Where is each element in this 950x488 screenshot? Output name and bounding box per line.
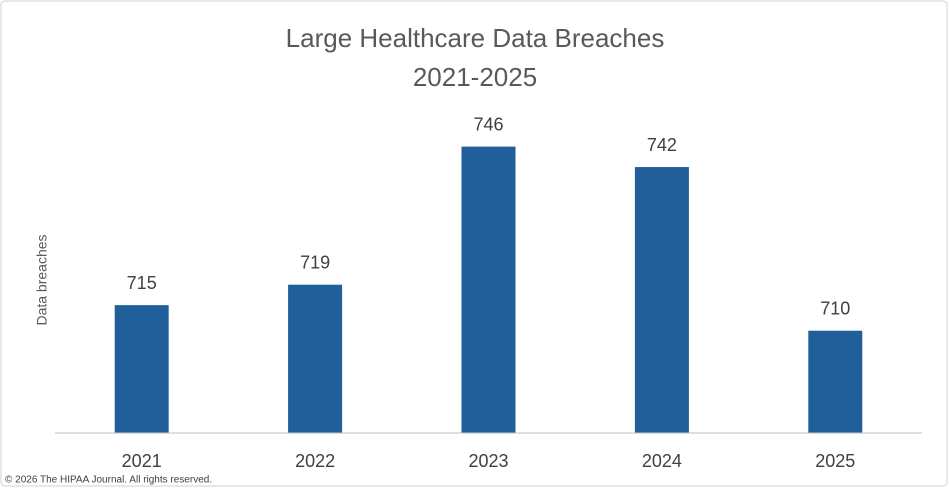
chart-title: Large Healthcare Data Breaches xyxy=(286,23,665,53)
x-tick-label: 2022 xyxy=(295,451,335,471)
chart-subtitle: 2021-2025 xyxy=(413,62,537,92)
y-axis-label: Data breaches xyxy=(34,234,50,325)
bar xyxy=(288,284,343,433)
x-tick-label: 2024 xyxy=(642,451,682,471)
x-tick-label: 2021 xyxy=(122,451,162,471)
value-label: 719 xyxy=(300,252,330,272)
value-label: 710 xyxy=(820,298,850,318)
bar xyxy=(808,330,863,433)
value-label: 746 xyxy=(473,114,503,134)
x-tick-label: 2023 xyxy=(468,451,508,471)
value-label: 742 xyxy=(647,135,677,155)
value-label: 715 xyxy=(127,273,157,293)
x-tick-label: 2025 xyxy=(815,451,855,471)
bar xyxy=(114,305,169,433)
bar xyxy=(461,146,516,433)
bar xyxy=(634,167,689,434)
footer: © 2026 The HIPAA Journal. All rights res… xyxy=(5,475,212,486)
